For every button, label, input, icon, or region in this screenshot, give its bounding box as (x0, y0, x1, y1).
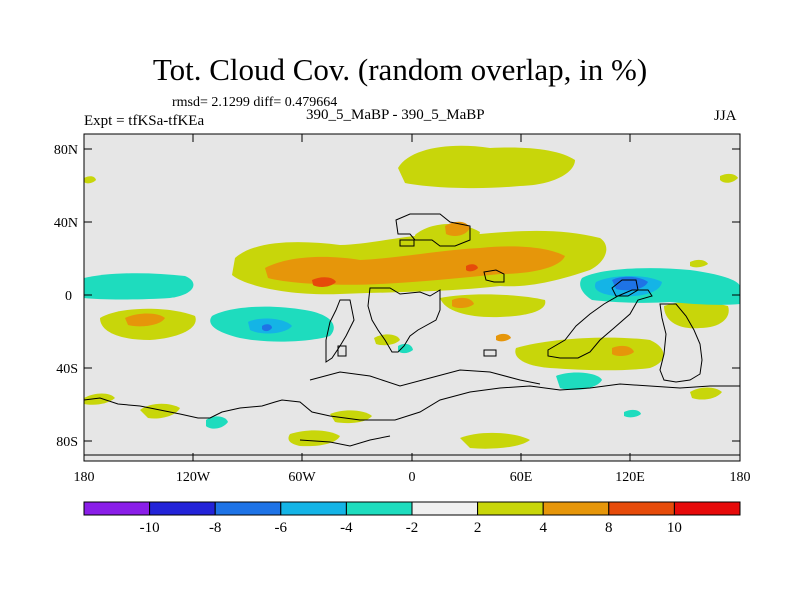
lat-label-80s: 80S (56, 435, 78, 450)
colorbar-label: -8 (209, 520, 222, 536)
colorbar-label: -2 (406, 520, 419, 536)
period-label: 390_5_MaBP - 390_5_MaBP (306, 107, 485, 123)
lon-label-60w: 60W (288, 470, 316, 485)
lon-label-120e: 120E (615, 470, 645, 485)
lat-ticks (84, 148, 740, 442)
colorbar-label: 10 (667, 520, 682, 536)
colorbar-swatch (673, 501, 741, 516)
page-title: Tot. Cloud Cov. (random overlap, in %) (152, 52, 648, 87)
colorbar-swatch (345, 501, 413, 516)
colorbar-swatch (149, 501, 216, 516)
colorbar-label: -10 (140, 520, 160, 536)
colorbar-swatch (542, 501, 610, 516)
season-label: JJA (714, 108, 737, 124)
lon-label-60e: 60E (510, 470, 533, 485)
coastlines (83, 213, 741, 456)
lon-label-120w: 120W (176, 470, 211, 485)
positive-anomaly-red (312, 264, 478, 287)
colorbar-swatch (608, 501, 675, 516)
colorbar-label: 4 (539, 520, 547, 536)
colorbar: -10 -8 -6 -4 -2 2 4 8 10 (83, 501, 741, 536)
colorbar-swatch (477, 501, 544, 516)
positive-anomaly-orange (125, 221, 634, 357)
lat-label-0: 0 (65, 289, 72, 304)
lon-label-0: 0 (409, 470, 416, 485)
colorbar-swatch (214, 501, 282, 516)
lat-label-40s: 40S (56, 362, 78, 377)
colorbar-label: -4 (340, 520, 353, 536)
colorbar-swatch (411, 501, 479, 516)
colorbar-swatch (83, 501, 151, 516)
experiment-label: Expt = tfKSa-tfKEa (84, 113, 205, 129)
lat-label-80n: 80N (54, 143, 78, 158)
lon-label-180e: 180 (730, 470, 751, 485)
colorbar-label: -6 (275, 520, 288, 536)
colorbar-label: 2 (474, 520, 482, 536)
colorbar-label: 8 (605, 520, 613, 536)
lon-label-180w: 180 (74, 470, 95, 485)
lat-label-40n: 40N (54, 216, 78, 231)
colorbar-swatch (280, 501, 347, 516)
lon-ticks (192, 134, 631, 461)
stats-line: rmsd= 2.1299 diff= 0.479664 (172, 95, 338, 110)
